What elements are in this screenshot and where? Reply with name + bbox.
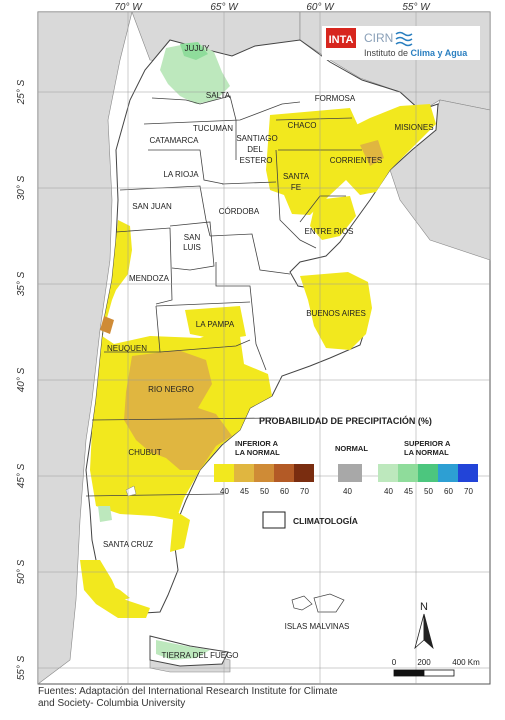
lat-tick: 40° S bbox=[16, 367, 27, 392]
province-labels: JUJUY SALTA FORMOSA CHACO MISIONES TUCUM… bbox=[103, 44, 434, 660]
legend-normal-label: NORMAL bbox=[335, 444, 368, 453]
legend-above-value: 60 bbox=[444, 487, 453, 496]
legend-below-value: 70 bbox=[300, 487, 309, 496]
legend-below-value: 45 bbox=[240, 487, 249, 496]
scale-label: 200 bbox=[417, 658, 431, 667]
institute-text-part1: Instituto de bbox=[364, 48, 411, 58]
province-label: CHACO bbox=[288, 121, 317, 130]
province-label: FORMOSA bbox=[315, 94, 356, 103]
province-label: BUENOS AIRES bbox=[306, 309, 366, 318]
above-normal-areas bbox=[98, 42, 230, 660]
province-label: SAN bbox=[184, 233, 201, 242]
legend-above-swatch bbox=[458, 464, 478, 482]
province-label: ISLAS MALVINAS bbox=[285, 622, 350, 631]
province-label: LUIS bbox=[183, 243, 201, 252]
source-line-1: Fuentes: Adaptación del International Re… bbox=[38, 686, 338, 697]
province-label: TIERRA DEL FUEGO bbox=[161, 651, 238, 660]
legend: PROBABILIDAD DE PRECIPITACIÓN (%) INFERI… bbox=[214, 415, 478, 529]
malvinas-islands bbox=[291, 593, 345, 613]
source-line-2: and Society- Columbia University bbox=[38, 698, 186, 709]
lake-shape bbox=[125, 485, 137, 497]
lon-tick: 55° W bbox=[402, 2, 431, 13]
lon-tick: 65° W bbox=[210, 2, 239, 13]
inta-cirn-logo: INTA CIRN Instituto de Clima y Agua bbox=[322, 26, 480, 60]
legend-above-value: 40 bbox=[384, 487, 393, 496]
legend-above-value: 70 bbox=[464, 487, 473, 496]
legend-below-value: 40 bbox=[220, 487, 229, 496]
inta-logo-box bbox=[326, 28, 356, 48]
province-label: TUCUMAN bbox=[193, 124, 233, 133]
legend-below-value: 50 bbox=[260, 487, 269, 496]
province-label: CORRIENTES bbox=[330, 156, 382, 165]
province-label: SANTIAGO bbox=[236, 134, 277, 143]
legend-above-label-2: LA NORMAL bbox=[404, 448, 449, 457]
province-label: CATAMARCA bbox=[149, 136, 199, 145]
scale-label: 0 bbox=[392, 658, 397, 667]
province-label: MISIONES bbox=[394, 123, 433, 132]
legend-normal-value: 40 bbox=[343, 487, 352, 496]
province-label: LA RIOJA bbox=[163, 170, 199, 179]
legend-above-label-1: SUPERIOR A bbox=[404, 439, 451, 448]
north-arrow-icon: N bbox=[414, 601, 434, 650]
legend-below-label-1: INFERIOR A bbox=[235, 439, 279, 448]
north-label: N bbox=[420, 601, 428, 613]
lat-tick: 45° S bbox=[16, 463, 27, 488]
legend-above-value: 50 bbox=[424, 487, 433, 496]
legend-above-swatch bbox=[418, 464, 438, 482]
graticule bbox=[38, 12, 490, 684]
lon-tick: 70° W bbox=[114, 2, 143, 13]
lat-tick: 55° S bbox=[16, 655, 27, 680]
lat-tick: 35° S bbox=[16, 271, 27, 296]
legend-above-swatch bbox=[398, 464, 418, 482]
legend-below-swatch bbox=[214, 464, 234, 482]
lat-tick: 25° S bbox=[16, 79, 27, 105]
lat-tick: 30° S bbox=[16, 175, 27, 200]
institute-text: Instituto de Clima y Agua bbox=[364, 48, 468, 58]
province-label: NEUQUEN bbox=[107, 344, 147, 353]
legend-above-swatch bbox=[378, 464, 398, 482]
legend-title: PROBABILIDAD DE PRECIPITACIÓN (%) bbox=[259, 415, 432, 426]
legend-below-swatch bbox=[274, 464, 294, 482]
province-label: CÓRDOBA bbox=[219, 207, 260, 216]
wave-icon bbox=[395, 31, 413, 47]
legend-below-label-2: LA NORMAL bbox=[235, 448, 280, 457]
legend-below-value: 60 bbox=[280, 487, 289, 496]
province-label: MENDOZA bbox=[129, 274, 170, 283]
scale-label: 400 Km bbox=[452, 658, 480, 667]
legend-below-swatch bbox=[294, 464, 314, 482]
province-label: SAN JUAN bbox=[132, 202, 172, 211]
province-label: SANTA CRUZ bbox=[103, 540, 153, 549]
institute-text-part2: Clima y Agua bbox=[411, 48, 469, 58]
inta-logo-text: INTA bbox=[329, 34, 354, 46]
province-label: ENTRE RIOS bbox=[305, 227, 354, 236]
legend-below-swatch bbox=[234, 464, 254, 482]
legend-normal-swatch bbox=[338, 464, 362, 482]
legend-above-value: 45 bbox=[404, 487, 413, 496]
lat-tick: 50° S bbox=[16, 559, 27, 584]
province-label: LA PAMPA bbox=[196, 320, 235, 329]
province-label: SALTA bbox=[206, 91, 231, 100]
province-label: ESTERO bbox=[240, 156, 273, 165]
legend-climatology-swatch bbox=[262, 511, 286, 529]
province-label: CHUBUT bbox=[128, 448, 161, 457]
province-label: DEL bbox=[247, 145, 263, 154]
lon-tick: 60° W bbox=[306, 2, 335, 13]
source-note: Fuentes: Adaptación del International Re… bbox=[38, 686, 338, 710]
province-label: JUJUY bbox=[185, 44, 211, 53]
below-normal-areas bbox=[80, 104, 436, 618]
province-label: SANTA bbox=[283, 172, 310, 181]
province-label: FE bbox=[291, 183, 301, 192]
province-label: RIO NEGRO bbox=[148, 385, 194, 394]
legend-climatology-label: CLIMATOLOGÍA bbox=[293, 516, 358, 526]
legend-above-swatch bbox=[438, 464, 458, 482]
legend-below-swatch bbox=[254, 464, 274, 482]
scale-bar: 0 200 400 Km bbox=[392, 658, 480, 677]
cirn-text: CIRN bbox=[364, 31, 393, 45]
